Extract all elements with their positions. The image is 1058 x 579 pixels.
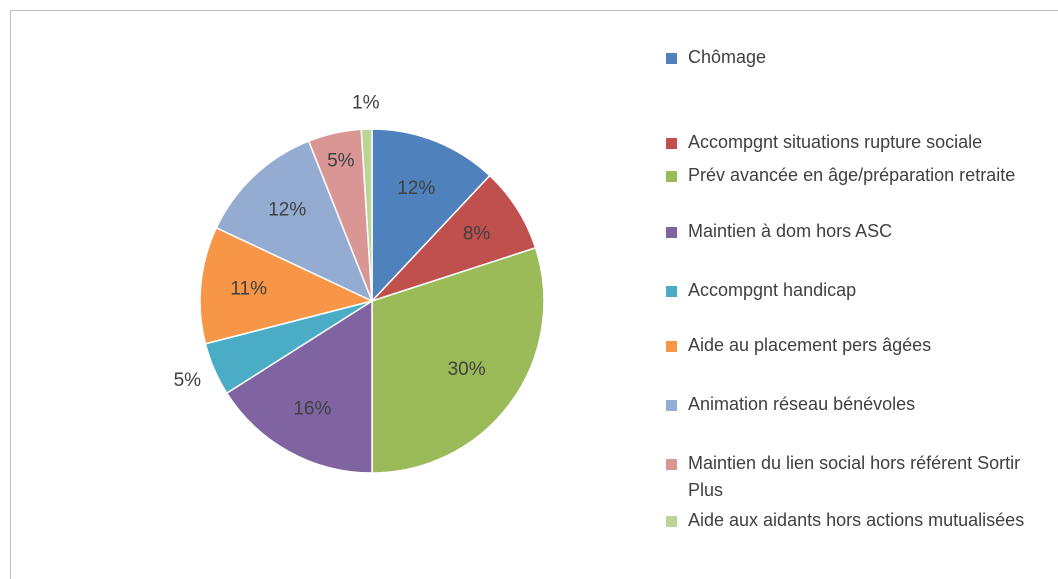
legend-swatch [666,516,677,527]
legend-label: Accompgnt handicap [688,280,857,300]
legend-swatch [666,53,677,64]
legend-swatch [666,171,677,182]
legend-item: Accompgnt handicap [666,280,1036,304]
legend-swatch [666,459,677,470]
data-label: 12% [268,200,306,221]
legend-swatch [666,400,677,411]
data-label: 8% [463,224,491,245]
data-label: 11% [230,278,267,299]
legend-swatch [666,227,677,238]
data-label: 1% [352,92,380,113]
legend-swatch [666,341,677,352]
data-label: 5% [174,370,202,391]
legend-item: Aide aux aidants hors actions mutualisée… [666,510,1036,534]
pie-slice [225,299,373,474]
legend-label: Maintien à dom hors ASC [688,221,893,241]
legend-item: Aide au placement pers âgées [666,335,1036,359]
legend-swatch [666,286,677,297]
pie-slice [371,246,545,474]
pie-slice [215,140,374,303]
data-label: 16% [293,399,331,420]
legend-item: Maintien du lien social hors référent So… [666,453,1036,504]
data-label: 12% [397,178,435,199]
pie-slice [371,128,491,303]
legend-label: Accompgnt situations rupture sociale [688,132,983,152]
data-label: 5% [327,151,355,172]
legend-label: Chômage [688,47,767,67]
chart-frame [10,10,1058,579]
data-label: 30% [448,359,486,380]
legend-item: Chômage [666,47,1036,71]
legend-label: Prév avancée en âge/préparation retraite [688,165,1016,185]
legend-item: Animation réseau bénévoles [666,394,1036,418]
legend-item: Accompgnt situations rupture sociale [666,132,1036,156]
legend-swatch [666,138,677,149]
legend-item: Maintien à dom hors ASC [666,221,1036,245]
legend-label: Maintien du lien social hors référent So… [688,453,1021,500]
legend-label: Animation réseau bénévoles [688,394,916,414]
pie-slice [360,128,373,302]
legend-label: Aide au placement pers âgées [688,335,932,355]
legend-label: Aide aux aidants hors actions mutualisée… [688,510,1025,530]
pie-slice [199,226,375,345]
legend-item: Prév avancée en âge/préparation retraite [666,165,1036,189]
